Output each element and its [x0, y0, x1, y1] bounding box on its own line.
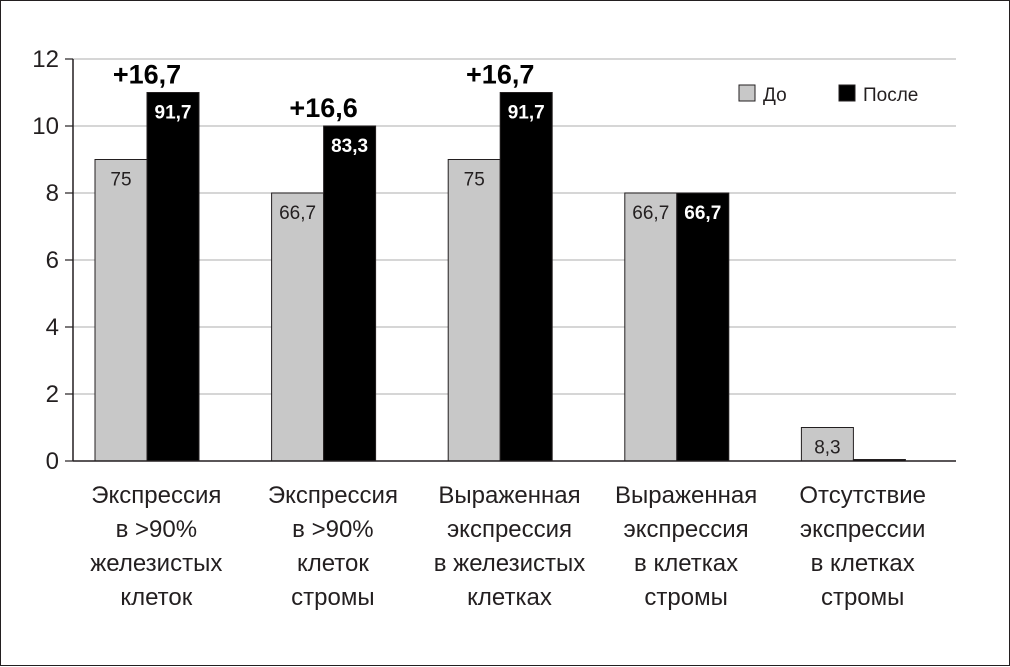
data-label: 66,7: [684, 203, 721, 224]
bar-after: [146, 92, 200, 462]
category-label: стромы: [644, 584, 727, 611]
category-label: в >90%: [116, 516, 197, 543]
category-label: экспрессия: [447, 516, 572, 543]
category-label: клеток: [120, 584, 192, 611]
y-tick-label: 10: [32, 113, 59, 140]
y-tick-label: 8: [46, 180, 59, 207]
category-label: в >90%: [292, 516, 373, 543]
category-label: Отсутствие: [799, 482, 926, 509]
category-label: клеток: [297, 550, 369, 577]
y-tick-label: 12: [32, 46, 59, 73]
category-label: стромы: [821, 584, 904, 611]
category-label: Выраженная: [615, 482, 757, 509]
data-label: 91,7: [155, 103, 192, 124]
y-tick-label: 4: [46, 314, 59, 341]
category-label: стромы: [291, 584, 374, 611]
data-label: 8,3: [814, 438, 840, 459]
category-label: экспрессия: [624, 516, 749, 543]
bar-after: [499, 92, 553, 462]
difference-label: +16,6: [289, 93, 357, 123]
category-label: клетках: [467, 584, 552, 611]
legend-swatch: [738, 84, 756, 102]
bar-before: [94, 159, 148, 462]
data-label: 91,7: [508, 103, 545, 124]
data-label: 83,3: [331, 136, 368, 157]
category-label: в клетках: [634, 550, 738, 577]
bar-before: [447, 159, 501, 462]
legend-label: До: [763, 85, 787, 106]
bar-after: [323, 125, 377, 462]
y-tick-label: 0: [46, 448, 59, 475]
y-tick-label: 2: [46, 381, 59, 408]
bar-before: [271, 192, 325, 462]
legend-label: После: [863, 85, 918, 106]
difference-label: +16,7: [113, 60, 181, 90]
category-label: железистых: [90, 550, 222, 577]
legend-swatch: [838, 84, 856, 102]
data-label: 66,7: [279, 203, 316, 224]
category-label: Экспрессия: [268, 482, 398, 509]
category-label: экспрессии: [800, 516, 926, 543]
data-label: 75: [464, 170, 485, 191]
data-label: 66,7: [632, 203, 669, 224]
bar-after: [676, 192, 730, 462]
category-label: в железистых: [434, 550, 586, 577]
category-label: Выраженная: [438, 482, 580, 509]
bar-before: [624, 192, 678, 462]
y-tick-label: 6: [46, 247, 59, 274]
category-label: Экспрессия: [91, 482, 221, 509]
data-label: 75: [110, 170, 131, 191]
difference-label: +16,7: [466, 60, 534, 90]
category-label: в клетках: [811, 550, 915, 577]
